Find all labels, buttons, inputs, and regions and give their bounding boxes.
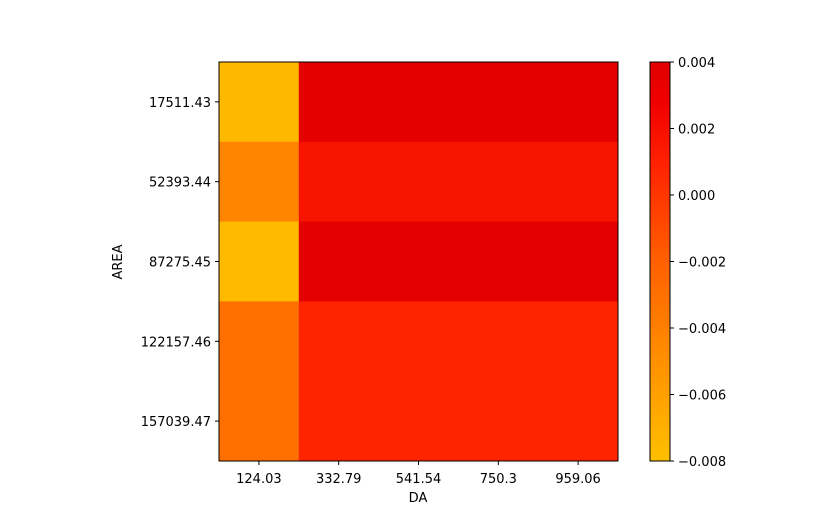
y-tick-label: 122157.46	[141, 335, 211, 350]
heatmap-cell	[538, 141, 619, 223]
heatmap-cell	[298, 381, 380, 462]
y-tick-label: 52393.44	[149, 176, 211, 191]
x-axis-title: DA	[409, 491, 428, 506]
heatmap-cell	[219, 221, 300, 302]
heatmap-cell	[378, 141, 459, 223]
heatmap-cell	[538, 301, 619, 382]
colorbar-tick-label: 0.002	[678, 123, 715, 138]
heatmap-cell	[219, 381, 300, 462]
heatmap-cell	[219, 141, 300, 223]
x-tick-label: 959.06	[555, 472, 601, 487]
colorbar-tick-label: 0.004	[678, 56, 715, 71]
x-tick-label: 332.79	[316, 472, 362, 487]
colorbar-tick-label: −0.004	[678, 322, 726, 337]
x-axis: 124.03 332.79 541.54 750.3 959.06	[236, 461, 601, 487]
heatmap-cell	[298, 301, 380, 382]
y-tick-label: 87275.45	[149, 256, 211, 271]
x-tick-label: 124.03	[236, 472, 282, 487]
colorbar-tick-label: −0.006	[678, 389, 726, 404]
colorbar-tick-label: −0.008	[678, 455, 726, 470]
y-tick-label: 17511.43	[149, 96, 211, 111]
heatmap-cell	[538, 221, 619, 302]
heatmap-cell	[298, 141, 380, 223]
heatmap-cell	[298, 221, 380, 302]
heatmap-cell	[458, 381, 539, 462]
heatmap-cell	[219, 62, 300, 143]
y-axis: 17511.43 52393.44 87275.45 122157.46 157039.…	[141, 96, 219, 430]
colorbar-axis: 0.004 0.002 0.000 −0.002 −0.004 −0.006 −0.008	[670, 56, 726, 470]
heatmap-cell	[219, 301, 300, 382]
heatmap-cell	[298, 62, 380, 143]
heatmap-cell	[378, 221, 459, 302]
y-tick-label: 157039.47	[141, 415, 211, 430]
y-axis-title: AREA	[111, 244, 126, 279]
heatmap-cell	[538, 381, 619, 462]
colorbar-tick-label: 0.000	[678, 189, 715, 204]
x-tick-label: 541.54	[396, 472, 442, 487]
heatmap-cell	[378, 381, 459, 462]
heatmap-cell	[458, 62, 539, 143]
heatmap-cell	[378, 301, 459, 382]
heatmap-cell	[458, 221, 539, 302]
heatmap-cell	[458, 141, 539, 223]
heatmap-cell	[458, 301, 539, 382]
colorbar-tick-label: −0.002	[678, 256, 726, 271]
heatmap-cell	[378, 62, 459, 143]
colorbar	[649, 61, 671, 462]
heatmap-cells	[219, 62, 619, 462]
x-tick-label: 750.3	[480, 472, 517, 487]
heatmap-cell	[538, 62, 619, 143]
